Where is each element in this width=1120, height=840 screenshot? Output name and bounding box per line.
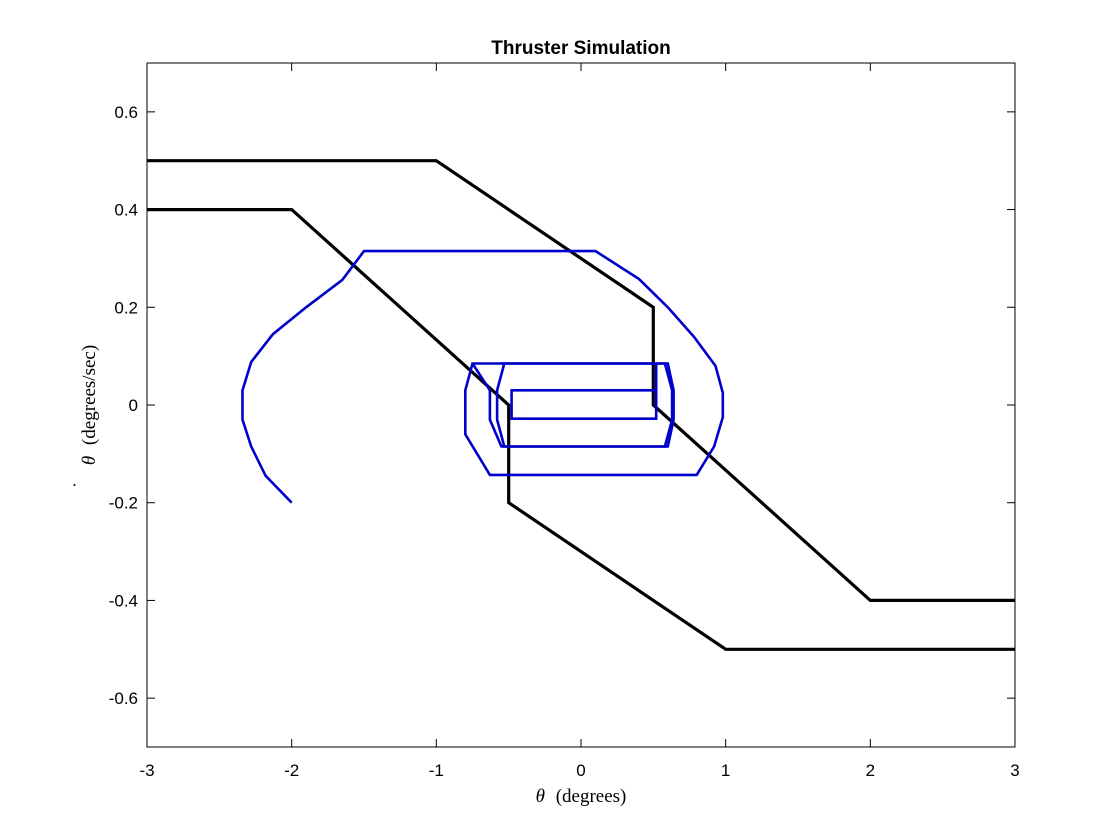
y-tick-label: -0.2 bbox=[109, 494, 138, 513]
x-tick-label: 2 bbox=[866, 761, 875, 780]
y-tick-label: -0.6 bbox=[109, 689, 138, 708]
x-ticks: -3 -2 -1 0 1 2 3 bbox=[139, 63, 1020, 780]
y-axis-label-text: (degrees/sec) bbox=[79, 345, 100, 445]
chart-title: Thruster Simulation bbox=[491, 38, 670, 59]
switching-line-0 bbox=[147, 159, 1015, 603]
x-tick-label: 1 bbox=[721, 761, 730, 780]
y-axis-label: θ (degrees/sec) ˙ bbox=[70, 345, 100, 488]
plot-area bbox=[147, 63, 1015, 747]
trajectory-line-3 bbox=[471, 362, 675, 448]
y-axis-label-symbol: θ bbox=[79, 456, 100, 465]
x-tick-label: 3 bbox=[1010, 761, 1019, 780]
y-axis-label-dot: ˙ bbox=[70, 482, 91, 488]
switching-line-1 bbox=[147, 208, 1015, 651]
x-tick-label: 0 bbox=[576, 761, 585, 780]
x-tick-label: -2 bbox=[284, 761, 299, 780]
y-ticks: -0.6 -0.4 -0.2 0 0.2 0.4 0.6 bbox=[109, 103, 1015, 708]
y-tick-label: 0.2 bbox=[114, 298, 138, 317]
series-layer bbox=[147, 159, 1015, 651]
trajectory-line-2 bbox=[241, 249, 725, 504]
svg-text:θ (degrees/sec): θ (degrees/sec) bbox=[79, 345, 100, 465]
x-tick-label: -3 bbox=[139, 761, 154, 780]
x-axis-label-symbol: θ bbox=[536, 786, 545, 807]
y-tick-label: 0.4 bbox=[114, 201, 138, 220]
x-tick-label: -1 bbox=[429, 761, 444, 780]
x-axis-label-text: (degrees) bbox=[556, 786, 627, 807]
x-axis-label: θ (degrees) bbox=[536, 786, 627, 807]
y-tick-label: -0.4 bbox=[109, 591, 138, 610]
y-tick-label: 0.6 bbox=[114, 103, 138, 122]
y-tick-label: 0 bbox=[129, 396, 138, 415]
